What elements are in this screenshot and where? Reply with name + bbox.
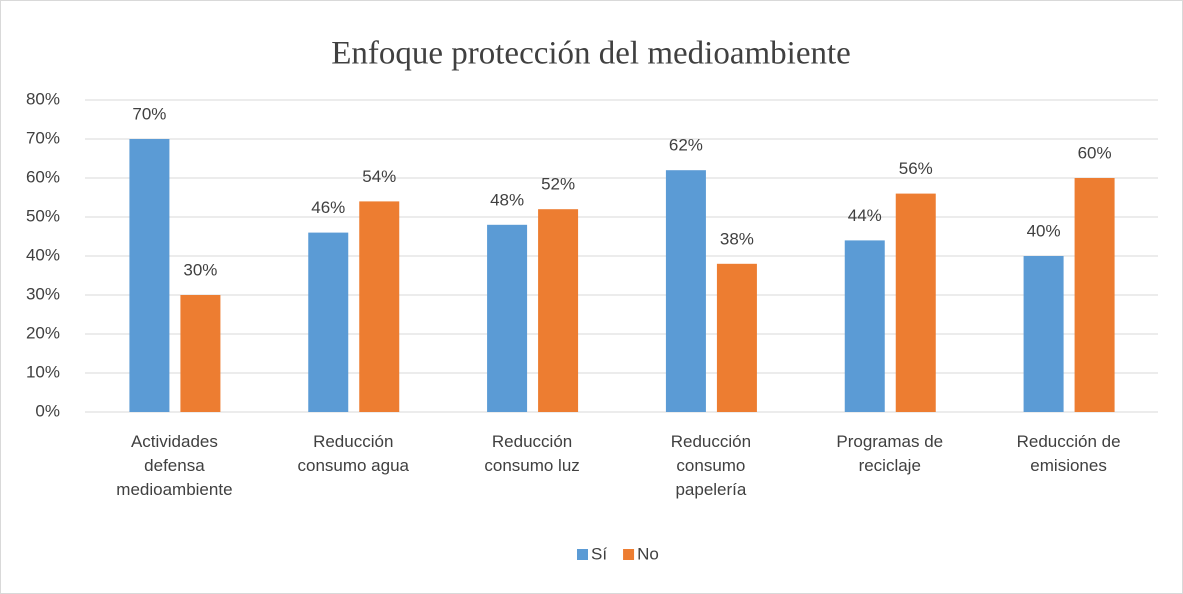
y-tick-label: 40%: [26, 245, 60, 264]
bar: [180, 295, 221, 412]
x-tick-label: Reducción consumo luz: [484, 432, 580, 475]
y-tick-label: 0%: [35, 401, 60, 420]
legend-label: Sí: [591, 544, 607, 563]
x-tick-label: Actividades defensa medioambiente: [116, 432, 233, 499]
data-label: 46%: [311, 198, 345, 217]
y-tick-label: 50%: [26, 206, 60, 225]
data-label: 60%: [1078, 143, 1112, 162]
bar: [129, 139, 170, 412]
data-label: 48%: [490, 190, 524, 209]
data-label: 38%: [720, 229, 754, 248]
x-tick-label: Reducción de emisiones: [1016, 432, 1121, 475]
bar: [487, 224, 528, 412]
x-tick-label: Programas de reciclaje: [836, 432, 944, 475]
data-label: 40%: [1027, 221, 1061, 240]
data-label: 44%: [848, 206, 882, 225]
bar: [895, 193, 936, 412]
legend-swatch: [577, 549, 588, 560]
bar: [308, 232, 349, 412]
bar: [665, 170, 706, 412]
y-tick-label: 60%: [26, 167, 60, 186]
bar: [716, 263, 757, 412]
data-label: 62%: [669, 136, 703, 155]
x-tick-label: Reducción consumo agua: [297, 432, 410, 475]
x-tick-label: Reducción consumo papelería: [670, 432, 752, 499]
chart-title: Enfoque protección del medioambiente: [331, 36, 851, 72]
bar: [844, 240, 885, 412]
data-label: 56%: [899, 159, 933, 178]
data-label: 54%: [362, 167, 396, 186]
bar: [359, 201, 400, 412]
y-tick-label: 10%: [26, 362, 60, 381]
bar: [1023, 256, 1064, 412]
data-label: 70%: [132, 104, 166, 123]
data-label: 30%: [183, 260, 217, 279]
y-tick-label: 80%: [26, 89, 60, 108]
legend-swatch: [623, 549, 635, 560]
legend-label: No: [637, 544, 659, 563]
y-tick-label: 30%: [26, 284, 60, 303]
data-label: 52%: [541, 175, 575, 194]
bar: [538, 209, 579, 412]
y-tick-label: 70%: [26, 128, 60, 147]
bar: [1074, 178, 1115, 412]
y-tick-label: 20%: [26, 323, 60, 342]
